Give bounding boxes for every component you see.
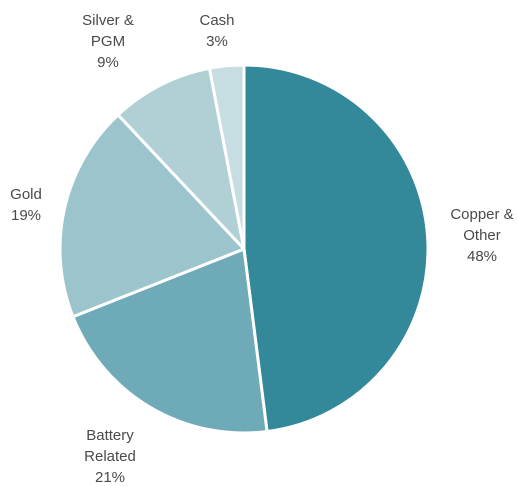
slice-label-line: Silver & <box>82 12 134 29</box>
slice-label-2: Gold 19% <box>10 186 42 224</box>
slice-label-0: Copper & Other 48% <box>450 206 513 265</box>
slice-label-4: Cash 3% <box>199 12 234 50</box>
slice-label-line: Other <box>463 227 501 244</box>
slice-labels: Copper & Other 48% Battery Related 21% Gold 19%… <box>10 12 514 486</box>
slice-label-1: Battery Related 21% <box>84 427 136 486</box>
slice-label-line: Gold <box>10 186 42 203</box>
pie-slice-3 <box>116 66 246 251</box>
slice-label-line: Related <box>84 448 136 465</box>
pie-slice-1 <box>71 247 269 435</box>
slice-label-line: 3% <box>206 33 228 50</box>
slice-label-line: Cash <box>199 12 234 29</box>
slice-label-line: 48% <box>467 248 497 265</box>
pie-slice-0 <box>242 63 430 434</box>
pie-slices <box>58 63 430 435</box>
slice-label-line: PGM <box>91 33 125 50</box>
slice-label-line: Battery <box>86 427 134 444</box>
slice-label-3: Silver & PGM 9% <box>82 12 134 71</box>
slice-label-line: 19% <box>11 207 41 224</box>
slice-label-line: 21% <box>95 469 125 486</box>
slice-label-line: 9% <box>97 54 119 71</box>
pie-slice-4 <box>208 63 246 251</box>
pie-slice-2 <box>58 113 246 319</box>
slice-label-line: Copper & <box>450 206 513 223</box>
